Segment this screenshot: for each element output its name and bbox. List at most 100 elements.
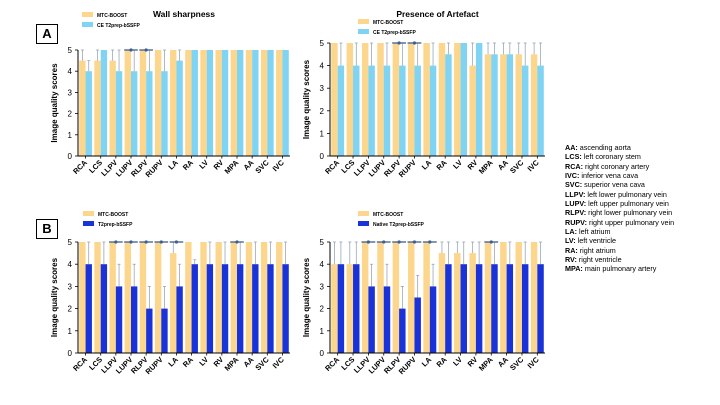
abbreviation-key: RCA: [565, 161, 583, 171]
abbreviation-value: right lower pulmonary vein [586, 208, 673, 218]
bar [245, 242, 253, 353]
bar [408, 43, 415, 156]
y-tick-label: 4 [320, 260, 325, 269]
legend-label: MTC-BOOST [97, 13, 127, 19]
bar [237, 264, 244, 353]
bar [399, 308, 406, 353]
x-tick-label: RA [181, 355, 195, 369]
bar [252, 264, 259, 353]
legend-label: MTC-BOOST [373, 212, 403, 218]
abbreviation-legend: AA: ascending aorta LCS: left coronary st… [565, 143, 720, 274]
bar [353, 65, 360, 156]
bar [368, 286, 375, 353]
bar [537, 264, 544, 353]
significance-marker [382, 240, 386, 244]
bar [176, 60, 183, 156]
bar [353, 264, 360, 353]
bar [100, 264, 108, 353]
y-axis-label: Image quality scores [50, 63, 59, 143]
bar [383, 65, 391, 156]
bar [484, 54, 492, 156]
bar [438, 253, 446, 353]
bar [276, 50, 283, 156]
x-tick-label: RA [435, 355, 449, 369]
legend-swatch [358, 29, 369, 34]
bar [530, 54, 538, 156]
abbreviation-key: MPA: [565, 264, 583, 274]
bar [475, 264, 483, 353]
bar [337, 65, 345, 156]
abbreviation-value: right ventricle [576, 255, 622, 265]
abbreviation-key: LCS: [565, 152, 582, 162]
y-tick-label: 2 [68, 110, 73, 119]
bar [361, 242, 369, 353]
bar [423, 242, 430, 353]
x-tick-label: LA [166, 158, 180, 172]
significance-marker [397, 41, 401, 45]
bar [475, 43, 483, 156]
y-tick-label: 0 [320, 349, 325, 358]
abbreviation-key: RA: [565, 245, 578, 255]
y-tick-label: 0 [320, 152, 325, 161]
abbreviation-value: left upper pulmonary vein [586, 199, 669, 209]
x-tick-label: RA [181, 158, 195, 172]
abbreviation-item: IVC: inferior vena cava [565, 171, 720, 180]
bar [94, 242, 101, 353]
x-tick-label: IVC [526, 355, 542, 371]
abbreviation-key: IVC: [565, 171, 580, 181]
y-tick-label: 1 [320, 129, 325, 138]
y-tick-label: 1 [68, 131, 73, 140]
abbreviation-key: AA: [565, 143, 578, 152]
bar [131, 286, 138, 353]
bar [215, 50, 222, 156]
bar [85, 71, 92, 156]
chart-title: Presence of Artefact [396, 9, 479, 19]
x-tick-label: LA [420, 355, 434, 369]
bar [445, 264, 452, 353]
bar [191, 264, 198, 353]
bar [237, 50, 244, 156]
bar [267, 50, 274, 156]
y-axis-label: Image quality scores [302, 257, 311, 337]
abbreviation-key: RUPV: [565, 217, 587, 227]
y-tick-label: 2 [68, 305, 73, 314]
abbreviation-item: SVC: superior vena cava [565, 180, 720, 189]
bar [537, 65, 544, 156]
bar [100, 50, 108, 156]
bar [429, 286, 437, 353]
abbreviation-value: main pulmonary artery [582, 264, 657, 274]
bar [460, 264, 467, 353]
abbreviation-key: LLPV: [565, 189, 586, 199]
x-tick-label: RCA [71, 158, 89, 176]
bar [414, 65, 421, 156]
x-tick-label: MPA [477, 158, 495, 176]
legend-swatch [358, 221, 369, 226]
abbreviation-item: RLPV: right lower pulmonary vein [565, 208, 720, 217]
x-tick-label: LV [197, 355, 210, 368]
abbreviation-value: inferior vena cava [579, 171, 639, 181]
legend-label: MTC-BOOST [373, 20, 403, 26]
x-tick-label: LA [166, 355, 180, 369]
x-tick-label: SVC [253, 355, 271, 373]
legend-label: CE T2prep-bSSFP [373, 30, 416, 36]
bar [230, 50, 237, 156]
significance-marker [174, 240, 179, 244]
x-tick-label: LV [451, 355, 464, 368]
abbreviation-item: LLPV: left lower pulmonary vein [565, 190, 720, 199]
bar [331, 43, 338, 156]
significance-marker [144, 240, 148, 244]
bar [154, 50, 162, 156]
bar [414, 297, 421, 353]
x-tick-label: SVC [508, 355, 526, 373]
y-tick-label: 5 [320, 39, 325, 48]
bar [124, 50, 131, 156]
significance-marker [366, 240, 370, 244]
bar [79, 60, 86, 156]
legend-label: MTC-BOOST [98, 212, 128, 218]
bar [491, 264, 498, 353]
y-tick-label: 2 [320, 107, 325, 116]
bar [454, 253, 461, 353]
abbreviation-key: LV: [565, 236, 576, 246]
